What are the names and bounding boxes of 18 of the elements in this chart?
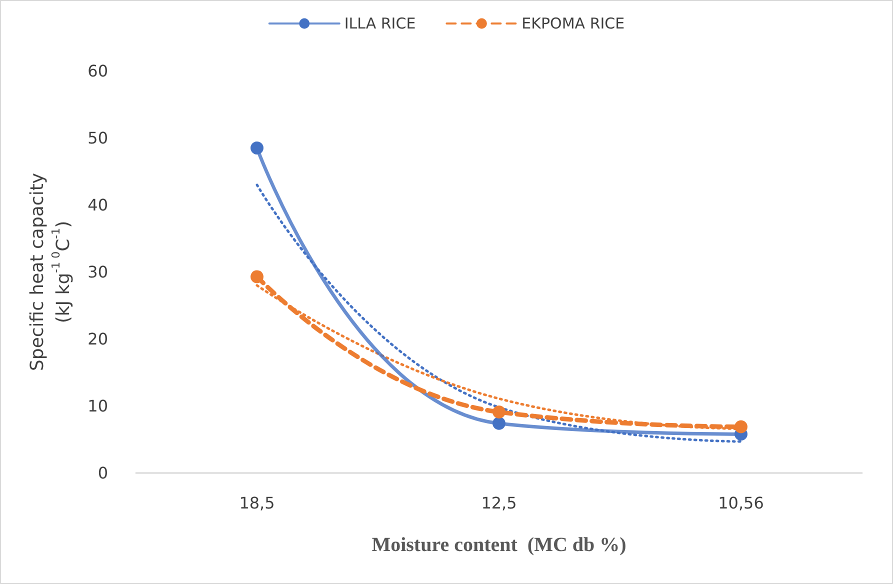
x-tick-label: 10,56	[718, 494, 764, 512]
x-tick-label: 12,5	[481, 494, 517, 512]
y-tick-label: 40	[88, 196, 108, 214]
y-tick-label: 20	[88, 330, 108, 348]
y-tick-label: 30	[88, 262, 108, 282]
point	[492, 416, 506, 430]
y-tick-label: 10	[88, 396, 108, 416]
legend-label: ILLA RICE	[344, 14, 416, 32]
point	[250, 142, 264, 155]
point	[492, 406, 506, 419]
y-tick-label: 0	[98, 464, 108, 482]
y-tick-label: 50	[88, 128, 108, 148]
point	[734, 420, 748, 434]
x-tick-label: 18,5	[239, 494, 275, 512]
point	[250, 270, 264, 284]
y-tick-label: 60	[88, 62, 108, 80]
x-axis-title: Moisture content (MC db %)	[372, 534, 626, 556]
legend-label: EKPOMA RICE	[522, 14, 625, 32]
